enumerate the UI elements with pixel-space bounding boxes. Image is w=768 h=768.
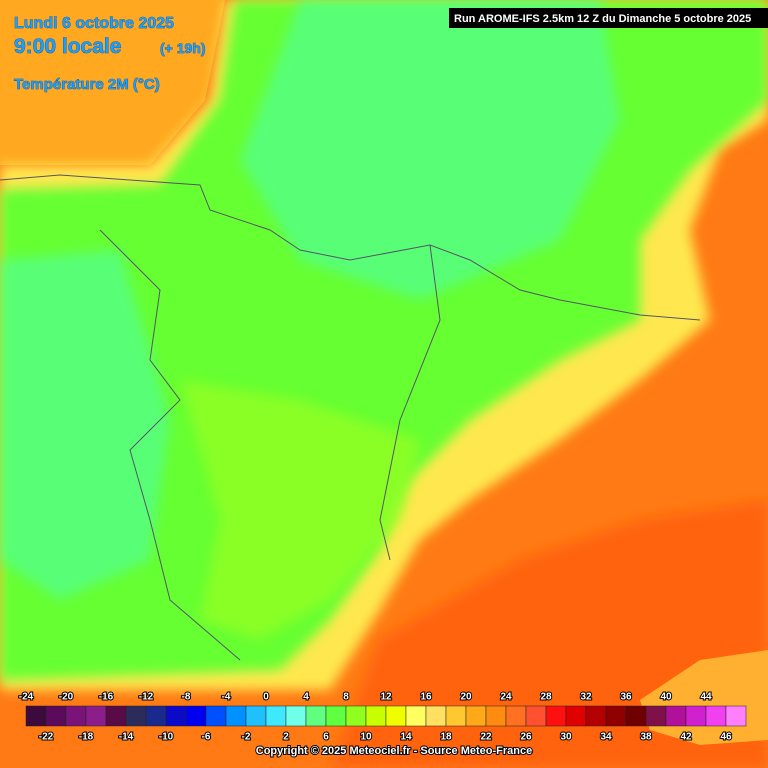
legend-swatch [165,705,187,727]
legend-swatch [185,705,207,727]
legend-label: 30 [560,732,572,743]
legend-swatch [125,705,147,727]
legend-label: -20 [59,692,74,703]
legend-label: 12 [380,692,392,703]
legend-swatch [45,705,67,727]
lead: (+ 19h) [160,40,206,56]
legend-label: 36 [620,692,632,703]
legend-swatch [25,705,47,727]
legend-swatch [625,705,647,727]
legend-label: -16 [99,692,114,703]
legend-label: 34 [600,732,612,743]
legend-swatch [705,705,727,727]
legend-label: 46 [720,732,732,743]
legend-swatch [285,705,307,727]
legend-label: 10 [360,732,372,743]
legend-label: 22 [480,732,492,743]
legend-label: -18 [79,732,94,743]
legend-label: -22 [39,732,54,743]
legend-label: -2 [242,732,251,743]
run: Run AROME-IFS 2.5km 12 Z du Dimanche 5 o… [454,13,751,25]
field: Température 2M (°C) [14,76,160,93]
legend-label: 18 [440,732,452,743]
legend-label: 24 [500,692,512,703]
legend-swatch [565,705,587,727]
legend-swatch [385,705,407,727]
legend-swatch [345,705,367,727]
legend-swatch [425,705,447,727]
legend-label: 0 [263,692,269,703]
legend-label: 42 [680,732,692,743]
legend-swatch [505,705,527,727]
legend-label: 14 [400,732,412,743]
copyright: Copyright © 2025 Meteociel.fr - Source M… [256,745,532,757]
time: 9:00 locale [14,35,121,58]
legend-label: -10 [159,732,174,743]
legend-swatch [605,705,627,727]
legend: -24-22-20-18-16-14-12-10-8-6-4-202468101… [18,691,747,744]
atlantic [0,0,225,165]
legend-swatch [85,705,107,727]
legend-swatch [225,705,247,727]
legend-swatch [465,705,487,727]
borders [0,174,701,661]
legend-swatch [665,705,687,727]
legend-label: -14 [119,732,134,743]
legend-swatch [445,705,467,727]
legend-label: 26 [520,732,532,743]
legend-label: 2 [283,732,289,743]
legend-swatch [485,705,507,727]
legend-swatch [365,705,387,727]
legend-swatch [585,705,607,727]
legend-swatch [325,705,347,727]
legend-label: -12 [139,692,154,703]
legend-label: 38 [640,732,652,743]
legend-swatch [265,705,287,727]
legend-swatch [725,705,747,727]
legend-swatch [685,705,707,727]
legend-label: -24 [19,692,34,703]
legend-label: -8 [182,692,191,703]
legend-swatch [145,705,167,727]
legend-swatch [105,705,127,727]
cool-patches [0,0,620,600]
legend-label: 20 [460,692,472,703]
legend-label: 4 [303,692,309,703]
run-box [449,8,768,28]
legend-label: -4 [222,692,231,703]
legend-label: 40 [660,692,672,703]
legend-swatch [305,705,327,727]
legend-label: 16 [420,692,432,703]
legend-label: 6 [323,732,329,743]
legend-swatch [245,705,267,727]
legend-label: 32 [580,692,592,703]
legend-label: 28 [540,692,552,703]
legend-label: 8 [343,692,349,703]
warm-patches [180,380,420,640]
legend-swatch [205,705,227,727]
legend-swatch [65,705,87,727]
legend-label: 44 [700,692,712,703]
legend-swatch [405,705,427,727]
date: Lundi 6 octobre 2025 [14,15,174,32]
legend-swatch [525,705,547,727]
legend-swatch [645,705,667,727]
legend-label: -6 [202,732,211,743]
legend-swatch [545,705,567,727]
